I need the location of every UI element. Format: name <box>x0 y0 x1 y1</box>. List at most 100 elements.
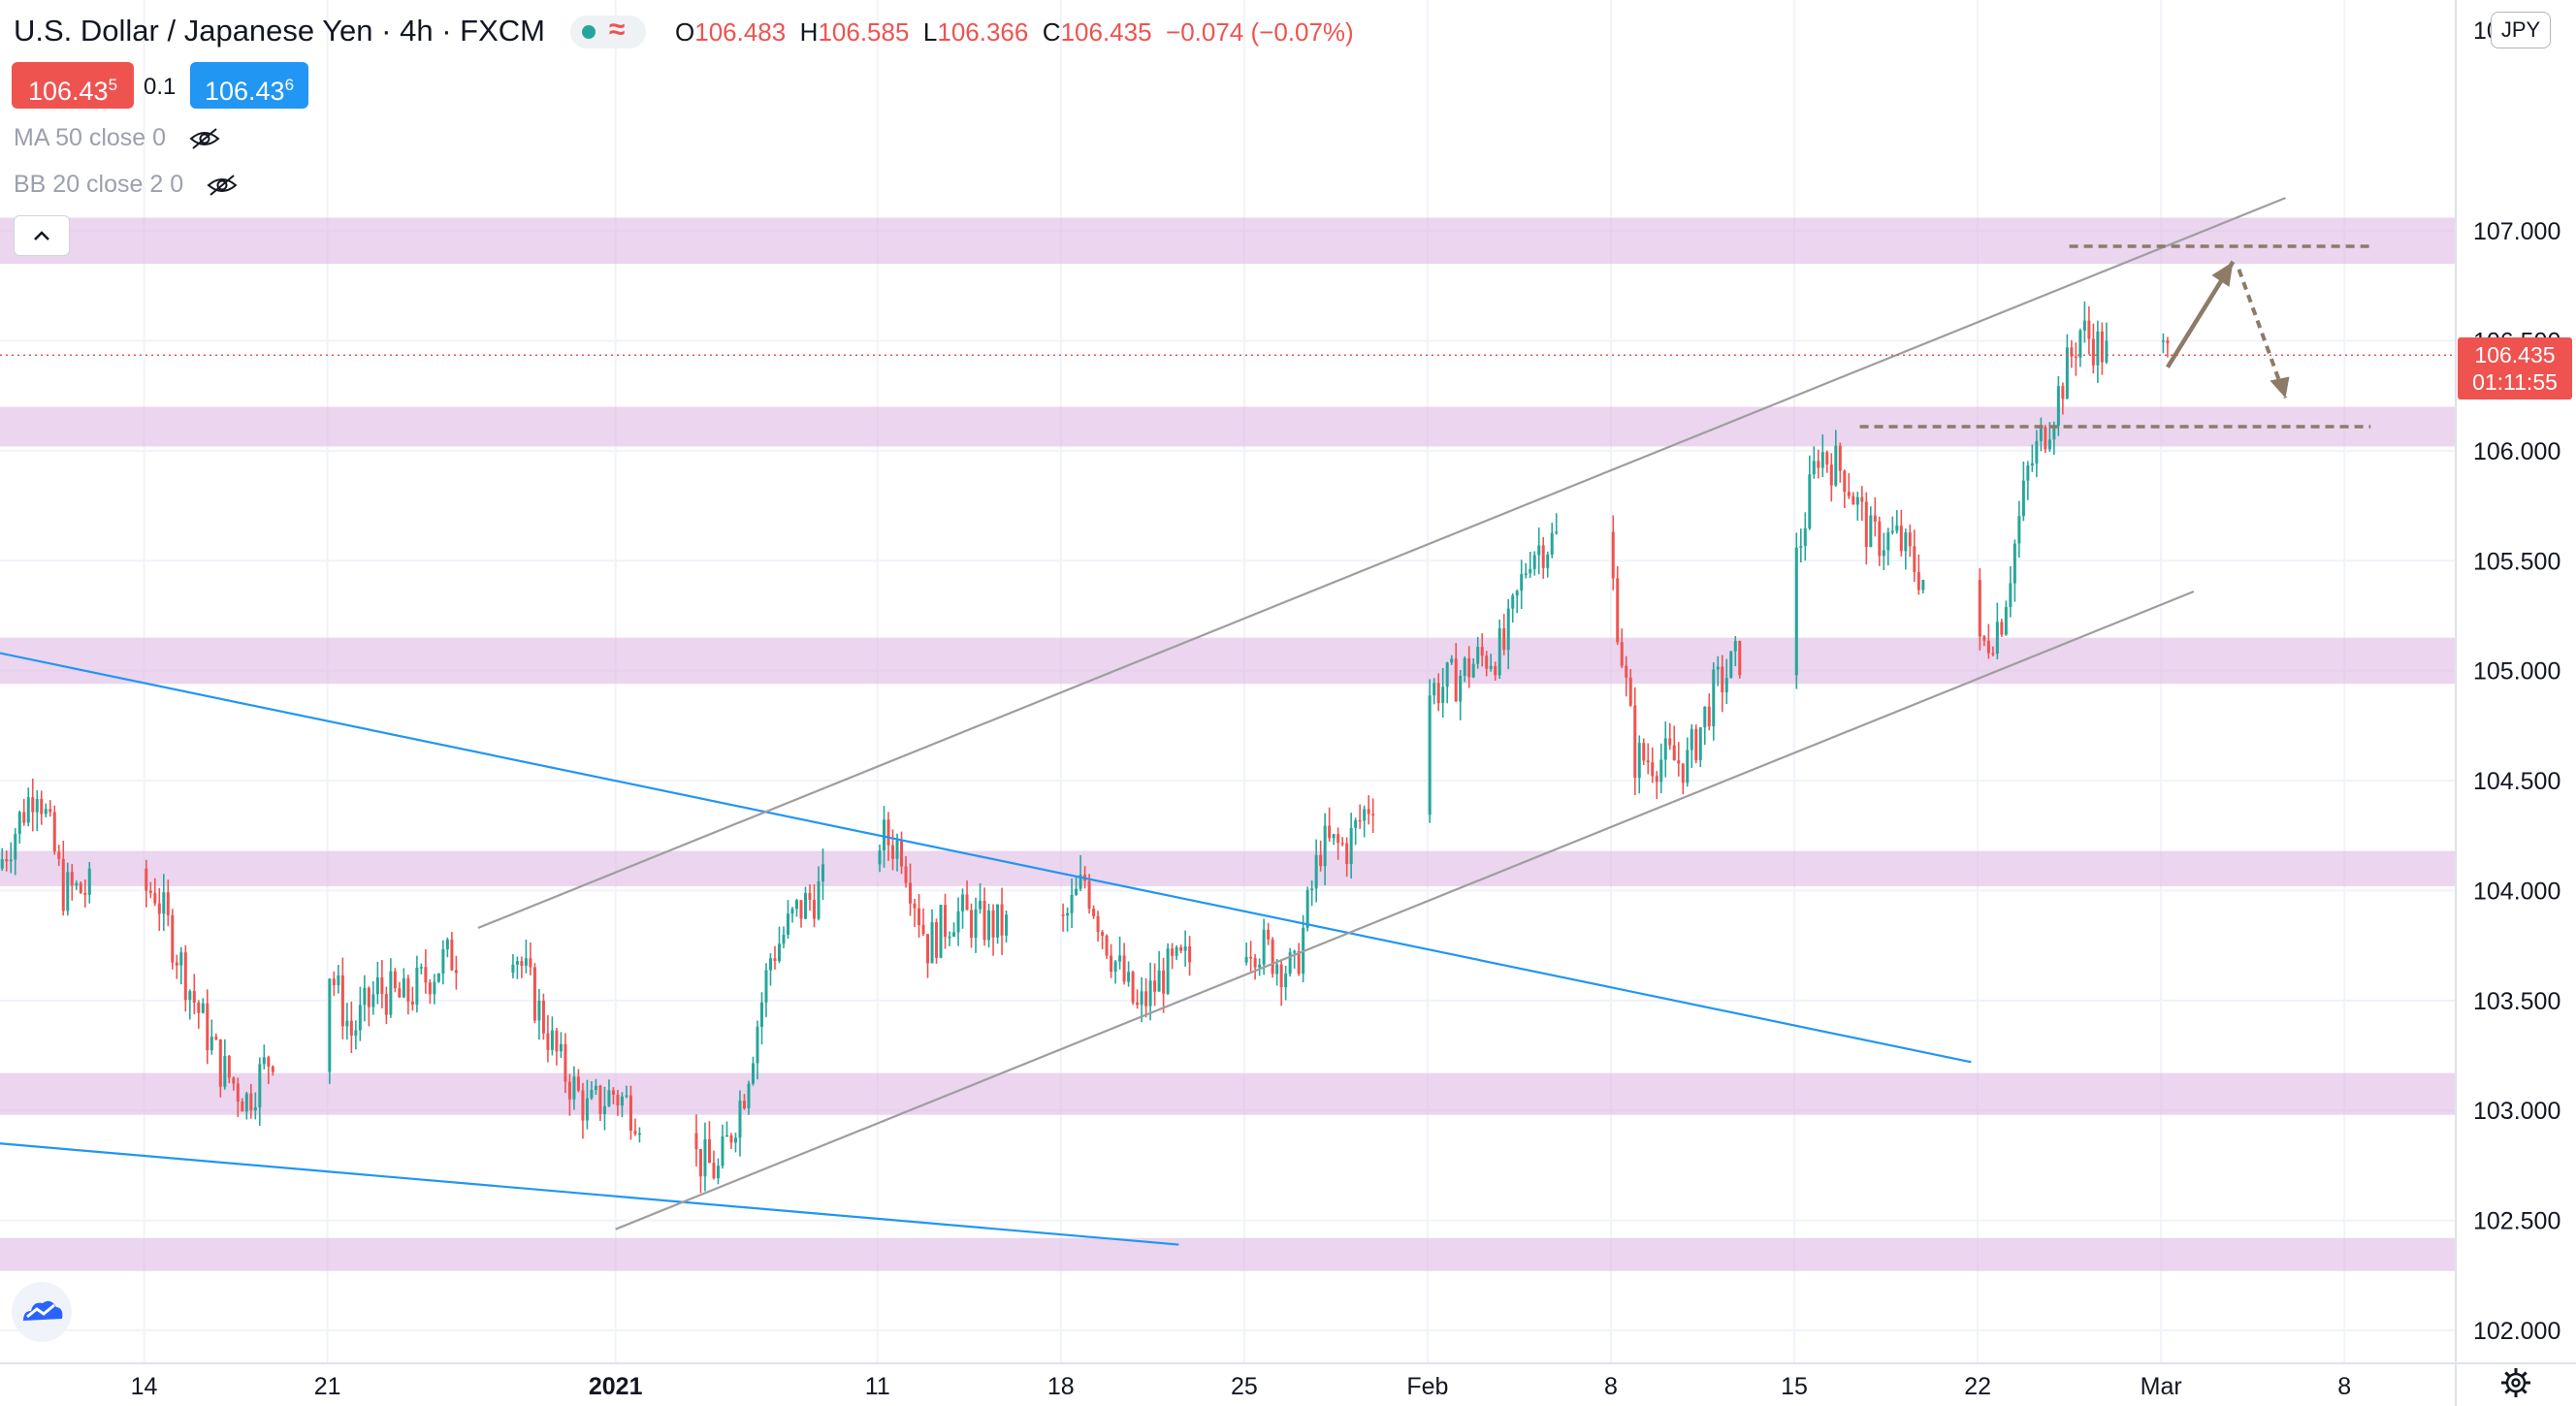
candle-bullish <box>35 798 39 813</box>
candle-bullish <box>1799 546 1803 548</box>
candle-bullish <box>733 1137 737 1143</box>
candle-bearish <box>1864 501 1868 547</box>
candle-bullish <box>559 1043 563 1052</box>
candle-bullish <box>402 977 405 998</box>
candle-bearish <box>1319 854 1323 867</box>
candle-bullish <box>1166 948 1170 994</box>
candle-bearish <box>1843 470 1847 493</box>
candle-bearish <box>1087 880 1091 910</box>
candle-bullish <box>1532 555 1536 569</box>
candle-bearish <box>1978 580 1981 637</box>
y-tick-label: 105.500 <box>2473 548 2560 575</box>
candle-bearish <box>532 967 536 1021</box>
candle-bullish <box>594 1085 597 1091</box>
chevron-up-icon <box>34 231 49 240</box>
candle-bullish <box>445 939 449 949</box>
candle-bearish <box>2070 347 2074 357</box>
candle-bullish <box>1686 750 1690 783</box>
candle-bearish <box>1646 760 1650 763</box>
gear-icon[interactable] <box>2498 1365 2533 1400</box>
candle-bearish <box>206 1003 209 1051</box>
eye-off-icon[interactable] <box>206 174 239 197</box>
candle-bearish <box>2100 331 2104 363</box>
candle-bullish <box>2056 386 2060 427</box>
symbol-name: U.S. Dollar / Japanese Yen <box>14 14 373 48</box>
candle-bearish <box>232 1077 236 1084</box>
currency-button[interactable]: JPY <box>2491 12 2551 48</box>
candle-bullish <box>253 1107 257 1111</box>
collapse-legend-button[interactable] <box>14 215 70 256</box>
y-tick-label: 106.000 <box>2473 438 2560 465</box>
candle-bearish <box>1668 738 1672 746</box>
candle-bullish <box>179 952 183 966</box>
support-resistance-zone <box>0 217 2456 265</box>
candle-bearish <box>1485 655 1489 669</box>
candle-bullish <box>436 973 440 982</box>
candle-bearish <box>1480 647 1484 656</box>
candle-bullish <box>1275 964 1279 975</box>
indicator-ma[interactable]: MA 50 close 0 <box>14 124 221 152</box>
source-label: FXCM <box>460 14 545 48</box>
candle-bullish <box>1433 683 1436 696</box>
candle-bearish <box>1541 545 1545 568</box>
candle-bullish <box>1808 474 1812 528</box>
candle-bearish <box>1136 1002 1140 1006</box>
spread-value: 0.1 <box>144 74 177 100</box>
eye-off-icon[interactable] <box>188 127 221 150</box>
candle-bearish <box>1092 909 1096 916</box>
market-status-badge[interactable]: ≈ <box>570 14 646 48</box>
candle-bullish <box>419 967 423 969</box>
x-tick-label: Mar <box>2141 1373 2182 1400</box>
candle-bullish <box>2161 340 2165 342</box>
candle-bearish <box>1249 957 1253 959</box>
candle-bullish <box>724 1134 728 1137</box>
channel-line <box>477 197 2286 930</box>
sell-price-button[interactable]: 106.435 <box>12 62 134 109</box>
candle-bullish <box>786 913 789 935</box>
candle-bearish <box>40 798 44 815</box>
candle-bearish <box>909 882 913 904</box>
candle-bearish <box>1340 843 1344 845</box>
candle-bullish <box>75 882 79 886</box>
candle-bullish <box>2017 516 2021 544</box>
candle-bullish <box>1005 914 1009 936</box>
candle-bearish <box>564 1043 567 1082</box>
candle-bearish <box>1122 955 1126 982</box>
interval-label[interactable]: 4h <box>400 14 434 48</box>
candle-bearish <box>2061 386 2065 399</box>
candle-bullish <box>515 961 519 965</box>
candle-bearish <box>1131 972 1135 1003</box>
candle-bearish <box>2087 320 2091 339</box>
candle-bearish <box>1860 496 1864 502</box>
candle-bearish <box>52 812 56 852</box>
candle-bullish <box>87 868 91 895</box>
candle-bullish <box>2105 340 2109 363</box>
candle-bearish <box>166 892 170 915</box>
candle-bearish <box>2166 340 2170 344</box>
candle-bearish <box>1502 627 1506 651</box>
candle-bullish <box>764 970 768 1003</box>
indicator-bb[interactable]: BB 20 close 2 0 <box>14 171 239 199</box>
support-resistance-zone <box>0 637 2456 685</box>
candle-bearish <box>1188 946 1192 963</box>
candle-bearish <box>904 866 908 883</box>
candle-bearish <box>271 1066 274 1072</box>
buy-price-button[interactable]: 106.436 <box>190 62 308 109</box>
candle-bullish <box>1537 545 1541 556</box>
candle-bearish <box>555 1030 559 1052</box>
cloud-logo-icon <box>23 1300 63 1321</box>
candle-bearish <box>5 859 9 862</box>
candle-bullish <box>1886 532 1890 551</box>
candle-bullish <box>1703 706 1707 728</box>
candle-bearish <box>367 987 370 1007</box>
candle-bullish <box>1476 647 1480 664</box>
candle-bearish <box>1467 657 1471 678</box>
candle-bearish <box>349 1020 353 1036</box>
tradingview-logo[interactable] <box>12 1282 72 1342</box>
candle-bearish <box>773 958 777 962</box>
candle-bullish <box>14 833 17 860</box>
symbol-title[interactable]: U.S. Dollar / Japanese Yen · 4h · FXCM <box>14 14 545 48</box>
candle-bullish <box>1855 496 1859 505</box>
candle-bearish <box>1825 452 1829 465</box>
